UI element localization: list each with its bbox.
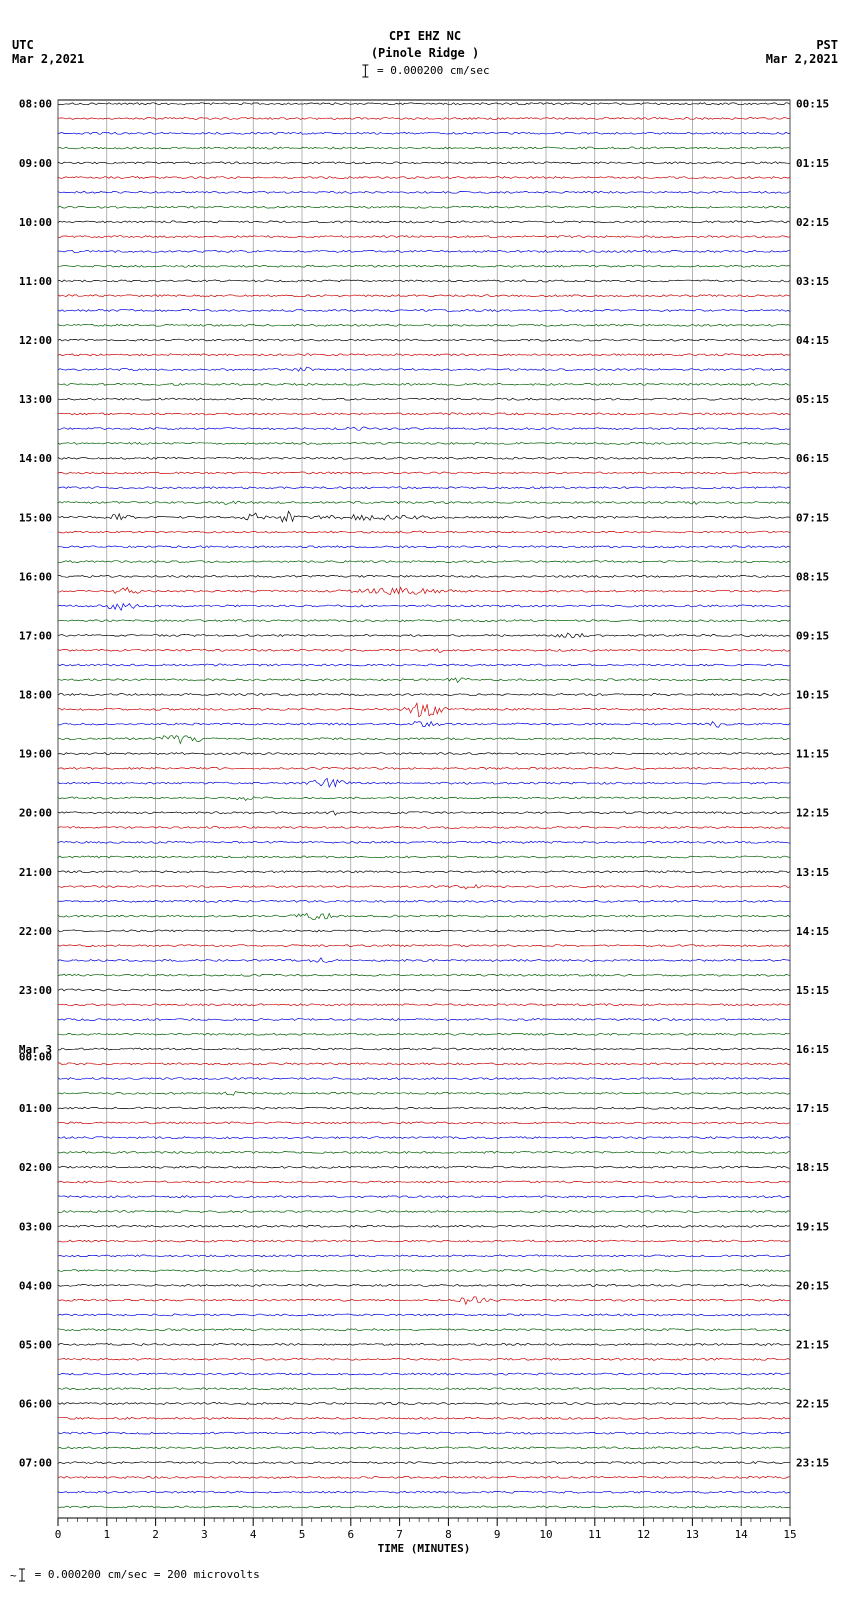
svg-text:18:15: 18:15 — [796, 1161, 829, 1174]
svg-text:0: 0 — [55, 1528, 62, 1541]
svg-text:03:15: 03:15 — [796, 275, 829, 288]
svg-text:07:15: 07:15 — [796, 511, 829, 524]
svg-text:02:15: 02:15 — [796, 216, 829, 229]
svg-text:15: 15 — [783, 1528, 796, 1541]
svg-text:03:00: 03:00 — [19, 1220, 52, 1233]
station-name: (Pinole Ridge ) — [371, 46, 479, 60]
svg-text:08:00: 08:00 — [19, 98, 52, 111]
svg-text:8: 8 — [445, 1528, 452, 1541]
svg-text:7: 7 — [396, 1528, 403, 1541]
header-left: UTC Mar 2,2021 — [12, 38, 84, 67]
svg-text:23:00: 23:00 — [19, 984, 52, 997]
svg-text:05:00: 05:00 — [19, 1338, 52, 1351]
svg-text:13: 13 — [686, 1528, 699, 1541]
svg-text:4: 4 — [250, 1528, 257, 1541]
svg-text:TIME (MINUTES): TIME (MINUTES) — [378, 1542, 471, 1555]
svg-text:11: 11 — [588, 1528, 601, 1541]
svg-text:15:15: 15:15 — [796, 984, 829, 997]
footer-text: = 0.000200 cm/sec = 200 microvolts — [35, 1568, 260, 1581]
header-right: PST Mar 2,2021 — [766, 38, 838, 67]
left-date: Mar 2,2021 — [12, 52, 84, 66]
svg-text:22:15: 22:15 — [796, 1398, 829, 1411]
svg-text:18:00: 18:00 — [19, 689, 52, 702]
svg-text:22:00: 22:00 — [19, 925, 52, 938]
svg-text:06:15: 06:15 — [796, 452, 829, 465]
svg-text:12: 12 — [637, 1528, 650, 1541]
svg-text:15:00: 15:00 — [19, 511, 52, 524]
right-timezone: PST — [816, 38, 838, 52]
svg-text:~: ~ — [10, 1569, 17, 1582]
scale-text: = 0.000200 cm/sec — [377, 64, 490, 77]
svg-text:17:00: 17:00 — [19, 629, 52, 642]
left-timezone: UTC — [12, 38, 34, 52]
svg-text:20:00: 20:00 — [19, 807, 52, 820]
svg-text:00:00: 00:00 — [19, 1050, 52, 1063]
svg-text:23:15: 23:15 — [796, 1457, 829, 1470]
seismogram-plot: 0123456789101112131415TIME (MINUTES)08:0… — [10, 80, 840, 1560]
header: UTC Mar 2,2021 CPI EHZ NC (Pinole Ridge … — [10, 10, 840, 80]
footer: ~ = 0.000200 cm/sec = 200 microvolts — [10, 1568, 840, 1582]
station-code: CPI EHZ NC — [389, 29, 461, 43]
svg-text:02:00: 02:00 — [19, 1161, 52, 1174]
svg-text:04:00: 04:00 — [19, 1279, 52, 1292]
svg-text:01:00: 01:00 — [19, 1102, 52, 1115]
right-date: Mar 2,2021 — [766, 52, 838, 66]
svg-text:13:00: 13:00 — [19, 393, 52, 406]
svg-text:14: 14 — [735, 1528, 749, 1541]
svg-text:08:15: 08:15 — [796, 570, 829, 583]
svg-text:11:15: 11:15 — [796, 748, 829, 761]
scale-bar: = 0.000200 cm/sec — [360, 64, 489, 77]
svg-text:12:15: 12:15 — [796, 807, 829, 820]
svg-text:6: 6 — [347, 1528, 354, 1541]
svg-text:09:00: 09:00 — [19, 157, 52, 170]
svg-text:11:00: 11:00 — [19, 275, 52, 288]
svg-text:13:15: 13:15 — [796, 866, 829, 879]
svg-text:00:15: 00:15 — [796, 98, 829, 111]
svg-text:14:15: 14:15 — [796, 925, 829, 938]
svg-text:10:00: 10:00 — [19, 216, 52, 229]
svg-text:3: 3 — [201, 1528, 208, 1541]
svg-text:9: 9 — [494, 1528, 501, 1541]
plot-area: 0123456789101112131415TIME (MINUTES)08:0… — [10, 80, 840, 1560]
svg-text:07:00: 07:00 — [19, 1457, 52, 1470]
svg-text:16:00: 16:00 — [19, 570, 52, 583]
svg-text:17:15: 17:15 — [796, 1102, 829, 1115]
svg-text:21:00: 21:00 — [19, 866, 52, 879]
svg-text:2: 2 — [152, 1528, 159, 1541]
header-center: CPI EHZ NC (Pinole Ridge ) = 0.000200 cm… — [360, 28, 489, 78]
svg-text:05:15: 05:15 — [796, 393, 829, 406]
svg-text:21:15: 21:15 — [796, 1338, 829, 1351]
svg-text:10:15: 10:15 — [796, 689, 829, 702]
svg-text:20:15: 20:15 — [796, 1279, 829, 1292]
svg-text:09:15: 09:15 — [796, 629, 829, 642]
svg-text:12:00: 12:00 — [19, 334, 52, 347]
svg-text:19:00: 19:00 — [19, 748, 52, 761]
svg-text:10: 10 — [539, 1528, 552, 1541]
svg-text:1: 1 — [103, 1528, 110, 1541]
svg-text:14:00: 14:00 — [19, 452, 52, 465]
svg-text:01:15: 01:15 — [796, 157, 829, 170]
svg-text:5: 5 — [299, 1528, 306, 1541]
seismogram-container: UTC Mar 2,2021 CPI EHZ NC (Pinole Ridge … — [10, 10, 840, 1582]
svg-text:19:15: 19:15 — [796, 1220, 829, 1233]
svg-text:06:00: 06:00 — [19, 1398, 52, 1411]
svg-text:04:15: 04:15 — [796, 334, 829, 347]
svg-text:16:15: 16:15 — [796, 1043, 829, 1056]
